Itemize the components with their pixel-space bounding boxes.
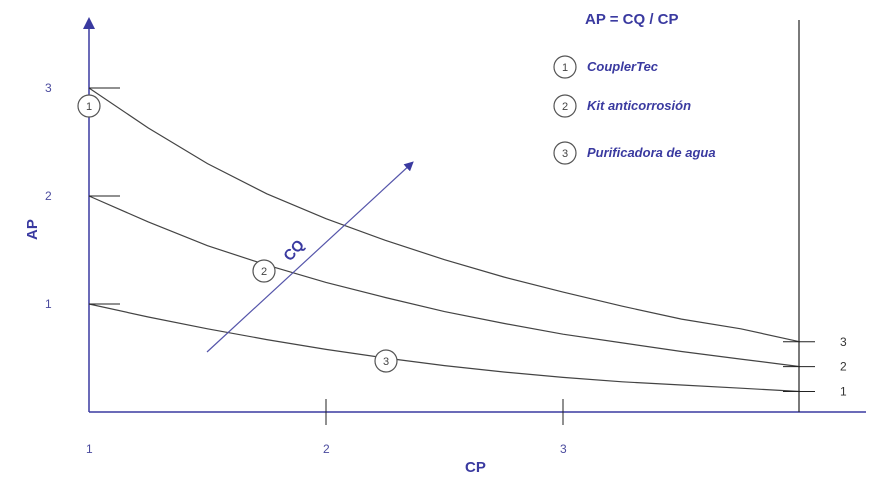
y-tick-label-1: 1 — [45, 297, 52, 311]
y-tick-label-2: 2 — [45, 189, 52, 203]
curve-marker-circle-3 — [374, 349, 398, 373]
series-line-3 — [88, 303, 801, 393]
curve-marker-circle-2 — [252, 259, 276, 283]
x-tick-label-3: 3 — [560, 442, 567, 456]
cq-label: CQ — [280, 236, 308, 264]
x-axis-title: CP — [465, 459, 486, 476]
curve-marker-number-2: 2 — [261, 266, 267, 278]
legend-number-2: 2 — [562, 101, 568, 113]
chart-title: AP = CQ / CP — [585, 11, 679, 28]
legend-marker-3 — [553, 141, 577, 165]
y-tick-label-3: 3 — [45, 81, 52, 95]
series-line-2 — [88, 195, 801, 368]
legend-number-3: 3 — [562, 148, 568, 160]
series-end-label-2: 2 — [840, 360, 847, 374]
ticks: 1 2 3 1 2 3 — [45, 81, 567, 456]
curve-marker-number-1: 1 — [86, 101, 92, 113]
legend-label-2: Kit anticorrosión — [587, 98, 691, 113]
legend-marker-1 — [553, 55, 577, 79]
legend-number-1: 1 — [562, 62, 568, 74]
legend-label-3: Purificadora de agua — [587, 145, 716, 160]
series-end-label-3: 1 — [840, 384, 847, 398]
curve-marker-number-3: 3 — [383, 356, 389, 368]
y-axis-title: AP — [24, 219, 41, 240]
curves: 3 2 1 1 2 3 — [77, 87, 847, 398]
legend-marker-2 — [553, 94, 577, 118]
x-tick-label-2: 2 — [323, 442, 330, 456]
legend-label-1: CouplerTec — [587, 59, 659, 74]
cq-arrow — [206, 161, 414, 353]
x-tick-label-1: 1 — [86, 442, 93, 456]
series-end-label-1: 3 — [840, 335, 847, 349]
series-line-1 — [88, 87, 801, 343]
legend: 1 CouplerTec 2 Kit anticorrosión 3 Purificado… — [553, 55, 716, 165]
curve-marker-circle-1 — [77, 94, 101, 118]
